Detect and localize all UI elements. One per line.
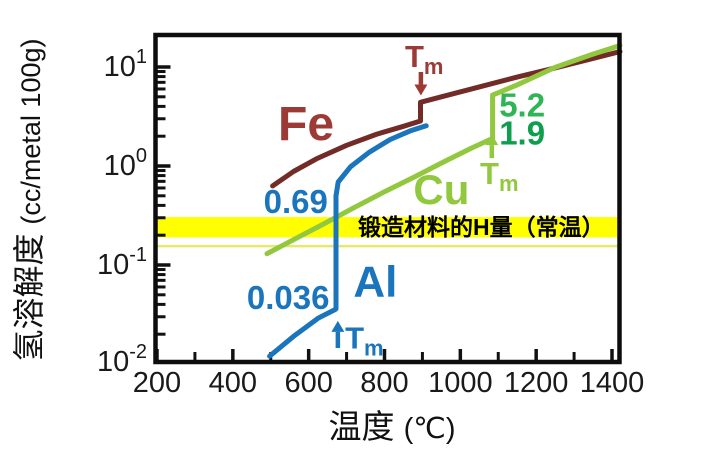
- y-tick-label: 100: [104, 145, 147, 182]
- x-tick-label: 200: [133, 367, 181, 399]
- plot-frame: [153, 32, 622, 365]
- al-label: Al: [353, 257, 397, 306]
- y-tick-label: 10-1: [97, 244, 147, 281]
- al-solubility-upper: 0.69: [264, 183, 328, 220]
- x-tick-label: 800: [360, 367, 408, 399]
- x-tick-label: 1000: [428, 367, 493, 399]
- band-label: 锻造材料的H量（常温）: [358, 214, 605, 240]
- cu-tm-label: Tm: [480, 156, 519, 196]
- x-tick-label: 1200: [504, 367, 569, 399]
- y-tick-label: 10-2: [97, 341, 147, 378]
- al-tm-arrow-head: [331, 320, 345, 332]
- fe-tm-label: Tm: [405, 39, 444, 79]
- cu-label: Cu: [413, 166, 469, 213]
- axis-ticks: [155, 65, 614, 360]
- x-tick-label: 600: [284, 367, 332, 399]
- x-tick-label: 400: [209, 367, 257, 399]
- curve-cu: [264, 43, 623, 257]
- cu-solubility-upper: 5.2: [499, 86, 545, 123]
- fe-label: Fe: [278, 98, 334, 151]
- x-tick-label: 1400: [580, 367, 645, 399]
- x-axis-title: 温度 (℃): [328, 408, 455, 445]
- cu-solubility-lower: 1.9: [499, 115, 545, 152]
- y-axis-title: 氢溶解度 (cc/metal 100g): [11, 39, 47, 362]
- al-solubility-lower: 0.036: [247, 279, 330, 316]
- cu-tm-arrow-head: [485, 134, 499, 146]
- curve-al: [267, 123, 429, 359]
- al-tm-label: Tm: [345, 321, 384, 361]
- y-tick-label: 101: [104, 46, 147, 83]
- fe-tm-arrow-head: [414, 84, 428, 96]
- forged-material-band: [157, 217, 618, 238]
